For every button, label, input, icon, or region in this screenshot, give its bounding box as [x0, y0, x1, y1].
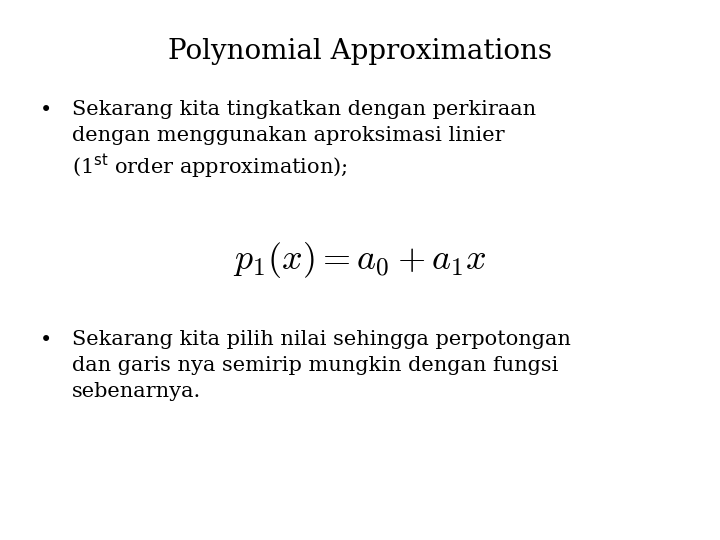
Text: •: • [40, 330, 53, 350]
Text: $p_1(x) = a_0 + a_1 x$: $p_1(x) = a_0 + a_1 x$ [233, 240, 487, 280]
Text: (1$^{\mathrm{st}}$ order approximation);: (1$^{\mathrm{st}}$ order approximation); [72, 152, 348, 181]
Text: Sekarang kita tingkatkan dengan perkiraan: Sekarang kita tingkatkan dengan perkiraa… [72, 100, 536, 119]
Text: Polynomial Approximations: Polynomial Approximations [168, 38, 552, 65]
Text: sebenarnya.: sebenarnya. [72, 382, 202, 401]
Text: Sekarang kita pilih nilai sehingga perpotongan: Sekarang kita pilih nilai sehingga perpo… [72, 330, 571, 349]
Text: dan garis nya semirip mungkin dengan fungsi: dan garis nya semirip mungkin dengan fun… [72, 356, 559, 375]
Text: •: • [40, 100, 53, 120]
Text: dengan menggunakan aproksimasi linier: dengan menggunakan aproksimasi linier [72, 126, 505, 145]
